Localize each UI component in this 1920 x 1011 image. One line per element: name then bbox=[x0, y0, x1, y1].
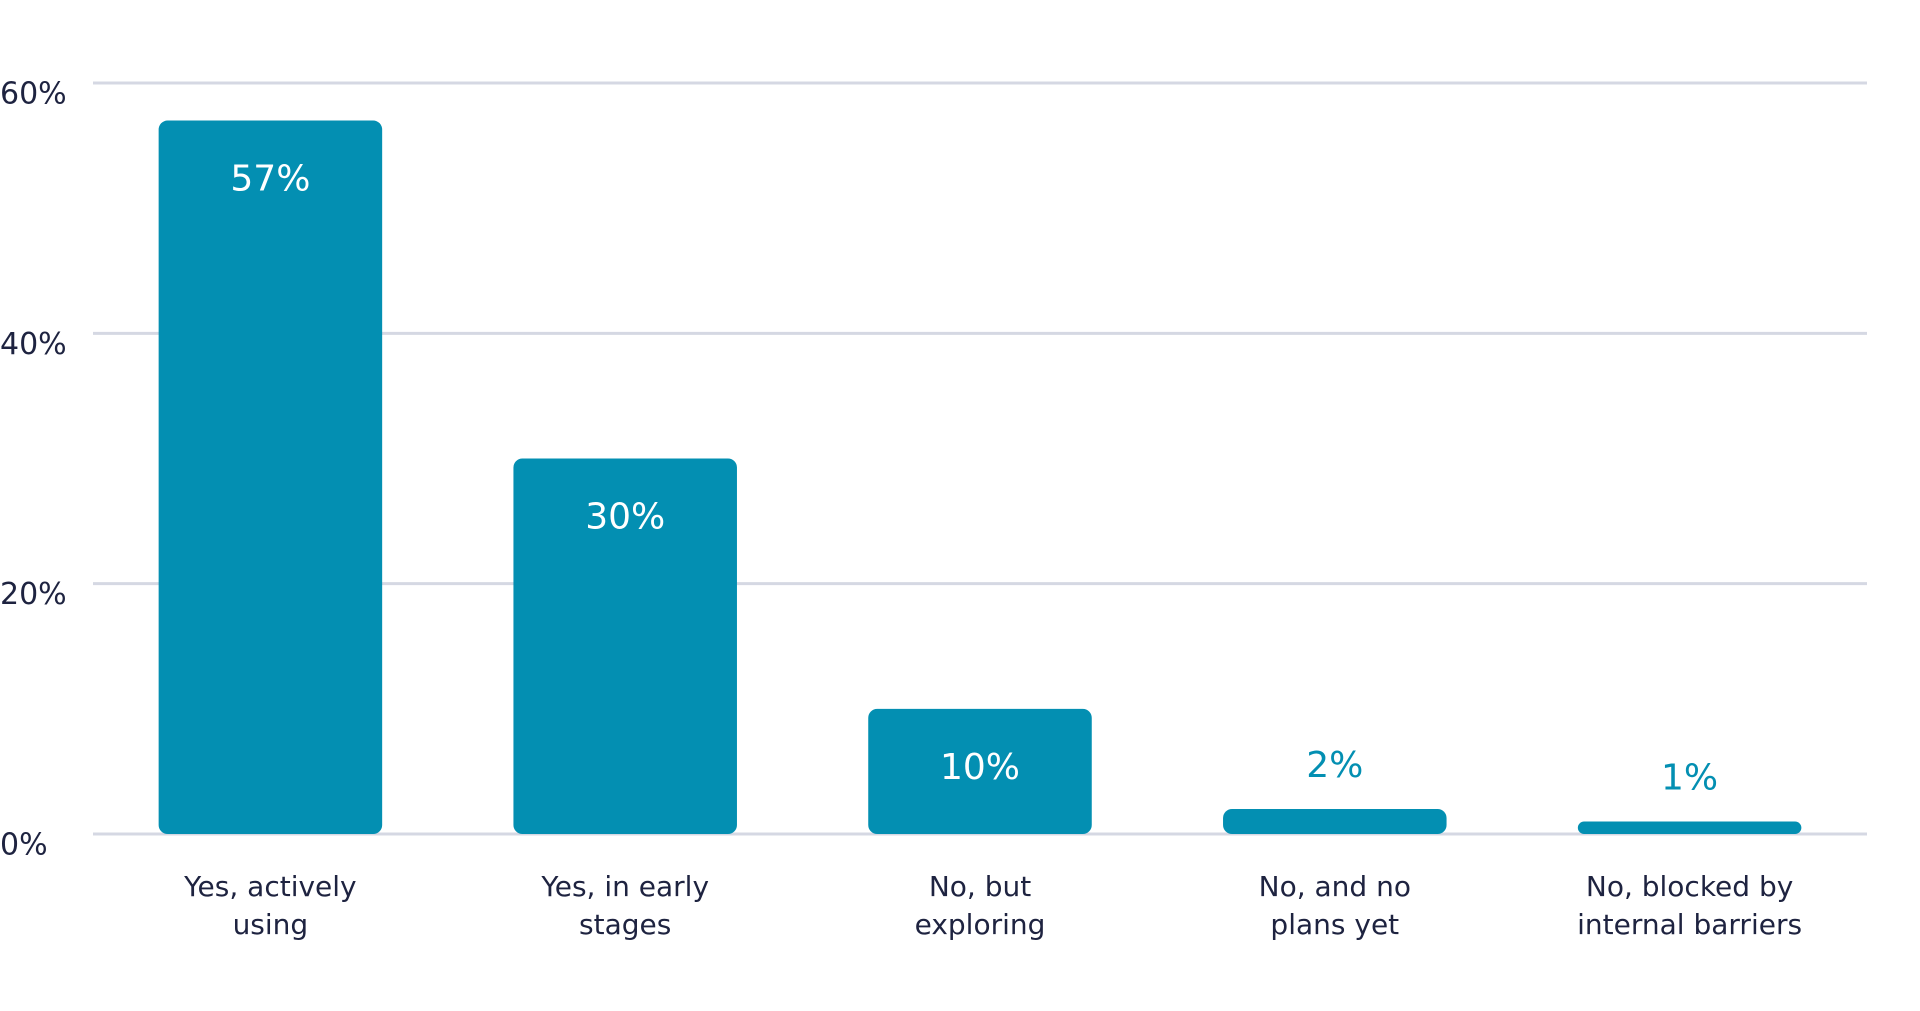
y-tick-label: 0% bbox=[0, 828, 48, 863]
data-label: 10% bbox=[940, 747, 1020, 788]
data-label: 30% bbox=[585, 497, 665, 538]
bar bbox=[158, 120, 383, 835]
x-tick-label: No, but exploring bbox=[914, 870, 1046, 941]
bar bbox=[513, 458, 737, 834]
bar bbox=[1223, 808, 1447, 834]
data-label: 1% bbox=[1661, 757, 1718, 798]
y-tick-label: 40% bbox=[0, 327, 67, 362]
x-tick-label: Yes, actively using bbox=[184, 870, 357, 941]
bar bbox=[868, 708, 1092, 834]
data-label: 2% bbox=[1306, 745, 1363, 786]
y-tick-label: 60% bbox=[0, 77, 67, 112]
bar bbox=[1577, 821, 1802, 834]
data-label: 57% bbox=[230, 159, 310, 200]
x-tick-label: Yes, in early stages bbox=[541, 870, 710, 941]
x-tick-label: No, blocked by internal barriers bbox=[1577, 870, 1803, 941]
y-tick-label: 20% bbox=[0, 577, 67, 612]
x-tick-label: No, and no plans yet bbox=[1258, 870, 1411, 941]
